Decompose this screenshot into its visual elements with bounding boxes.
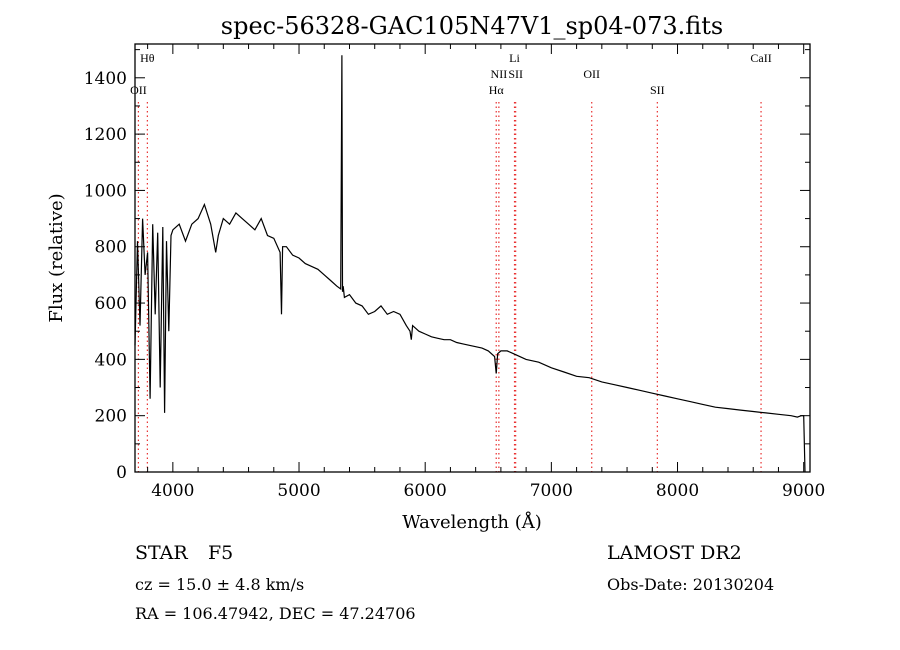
- obs-date-text: Obs-Date: 20130204: [607, 575, 774, 594]
- line-marker-label: Li: [509, 51, 520, 65]
- line-marker-group: [137, 102, 762, 472]
- y-tick-label: 400: [95, 350, 127, 370]
- object-class: STAR: [135, 542, 188, 564]
- line-marker-label: OII: [583, 67, 600, 81]
- y-tick-label: 1200: [84, 125, 127, 145]
- survey-name: LAMOST DR2: [607, 542, 742, 564]
- x-tick-label: 6000: [404, 481, 447, 501]
- x-tick-label: 8000: [656, 481, 699, 501]
- coordinates-text: RA = 106.47942, DEC = 47.24706: [135, 604, 416, 623]
- y-tick-label: 200: [95, 407, 127, 427]
- object-subclass: F5: [208, 542, 233, 564]
- x-tick-label: 5000: [277, 481, 320, 501]
- line-marker-label: Hθ: [140, 51, 155, 65]
- y-axis-label: Flux (relative): [46, 193, 67, 322]
- y-tick-label: 0: [116, 463, 127, 483]
- x-tick-label: 9000: [782, 481, 825, 501]
- line-marker-label: SII: [508, 67, 523, 81]
- line-marker-label: NII: [491, 67, 508, 81]
- x-tick-label: 7000: [530, 481, 573, 501]
- x-axis-label: Wavelength (Å): [402, 511, 542, 533]
- x-axis: 4000 5000 6000 7000 8000 9000: [147, 44, 825, 501]
- y-axis: 0 200 400 600 800 1000 1200 1400: [84, 49, 810, 483]
- y-tick-label: 1400: [84, 69, 127, 89]
- line-marker-label: Hα: [489, 83, 505, 97]
- y-tick-label: 800: [95, 238, 127, 258]
- y-tick-label: 600: [95, 294, 127, 314]
- line-marker-label: CaII: [750, 51, 771, 65]
- line-marker-label: SII: [650, 83, 665, 97]
- y-tick-label: 1000: [84, 181, 127, 201]
- redshift-text: cz = 15.0 ± 4.8 km/s: [135, 575, 304, 594]
- spectrum-line: [134, 55, 806, 473]
- chart-title: spec-56328-GAC105N47V1_sp04-073.fits: [221, 12, 723, 40]
- line-marker-label: OII: [130, 83, 147, 97]
- plot-frame: [134, 43, 811, 473]
- x-tick-label: 4000: [151, 481, 194, 501]
